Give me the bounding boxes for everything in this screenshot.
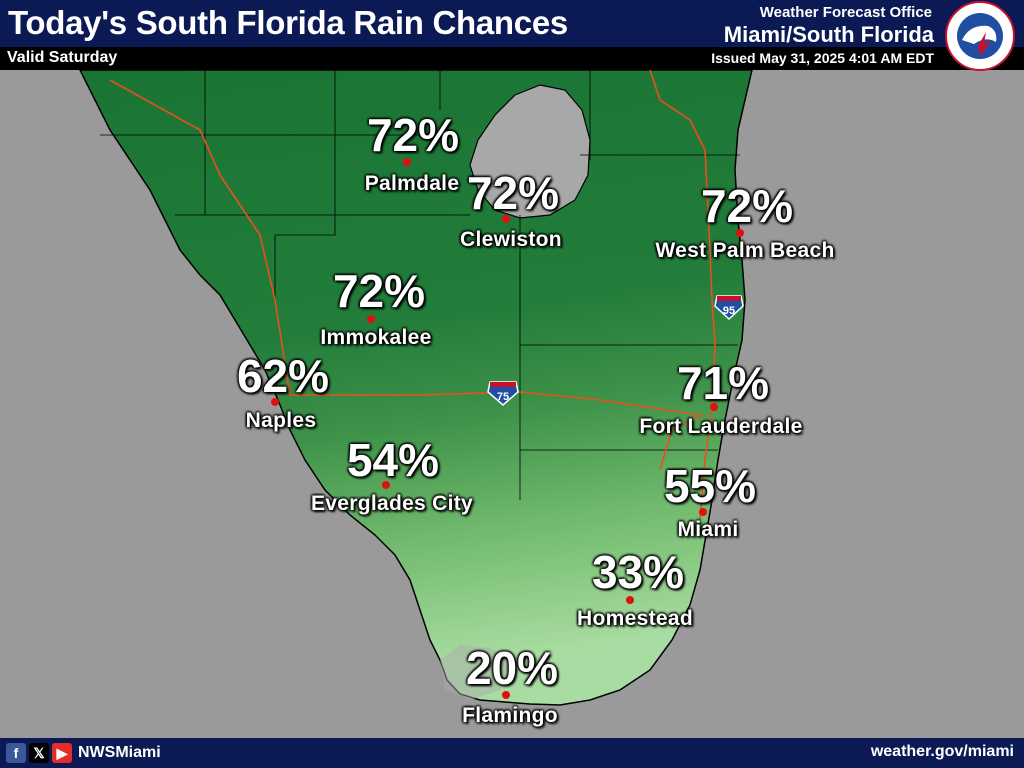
clewiston-label: Clewiston: [460, 228, 562, 251]
homestead-label: Homestead: [577, 607, 693, 630]
clewiston-marker: [502, 215, 510, 223]
naples-label: Naples: [245, 409, 317, 432]
west-palm-beach-rain-chance: 72%: [700, 180, 794, 232]
svg-text:95: 95: [723, 305, 735, 317]
highways: [109, 70, 716, 521]
issued-time: Issued May 31, 2025 4:01 AM EDT: [711, 50, 934, 66]
gray-area-south: [440, 645, 510, 700]
fort-lauderdale-label: Fort Lauderdale: [639, 415, 803, 438]
palmdale-rain-chance: 72%: [366, 109, 460, 161]
miami-marker: [699, 508, 707, 516]
naples-rain-chance: 62%: [236, 350, 330, 402]
everglades-city-rain-chance: 54%: [346, 434, 440, 486]
everglades-city-label: Everglades City: [310, 492, 474, 515]
west-palm-beach-label: West Palm Beach: [655, 239, 835, 262]
clewiston-rain-chance: 72%: [466, 167, 560, 219]
valid-day: Valid Saturday: [7, 49, 118, 66]
miami-label: Miami: [677, 518, 739, 541]
footer-bar: [0, 738, 1024, 768]
flamingo-rain-chance: 20%: [465, 642, 559, 694]
flamingo-label: Flamingo: [462, 704, 558, 727]
x-icon[interactable]: 𝕏: [29, 743, 49, 763]
naples-marker: [271, 398, 279, 406]
immokalee-rain-chance: 72%: [332, 265, 426, 317]
facebook-icon[interactable]: f: [6, 743, 26, 763]
fort-lauderdale-marker: [710, 403, 718, 411]
i75-shield: 75: [487, 381, 519, 406]
youtube-icon[interactable]: ▶: [52, 743, 72, 763]
office-name: Miami/South Florida: [723, 22, 934, 47]
sub-header-bar: [0, 47, 1024, 70]
everglades-city-marker: [382, 481, 390, 489]
social-handle[interactable]: NWSMiami: [78, 744, 161, 761]
palmdale-marker: [403, 158, 411, 166]
homestead-marker: [626, 596, 634, 604]
homestead-rain-chance: 33%: [591, 546, 685, 598]
social-links: f 𝕏 ▶ NWSMiami: [6, 742, 161, 764]
nws-logo[interactable]: [940, 0, 1020, 72]
page-title: Today's South Florida Rain Chances: [8, 4, 568, 41]
website-link[interactable]: weather.gov/miami: [870, 743, 1014, 760]
palmdale-label: Palmdale: [364, 172, 460, 195]
flamingo-marker: [502, 691, 510, 699]
immokalee-label: Immokalee: [320, 326, 432, 349]
svg-text:75: 75: [497, 391, 509, 403]
i95-shield: 95: [714, 295, 744, 321]
miami-rain-chance: 55%: [663, 460, 757, 512]
office-label: Weather Forecast Office: [759, 4, 932, 21]
fort-lauderdale-rain-chance: 71%: [676, 357, 770, 409]
west-palm-beach-marker: [736, 229, 744, 237]
immokalee-marker: [367, 315, 375, 323]
rain-chance-map: 75 95: [0, 70, 1024, 738]
